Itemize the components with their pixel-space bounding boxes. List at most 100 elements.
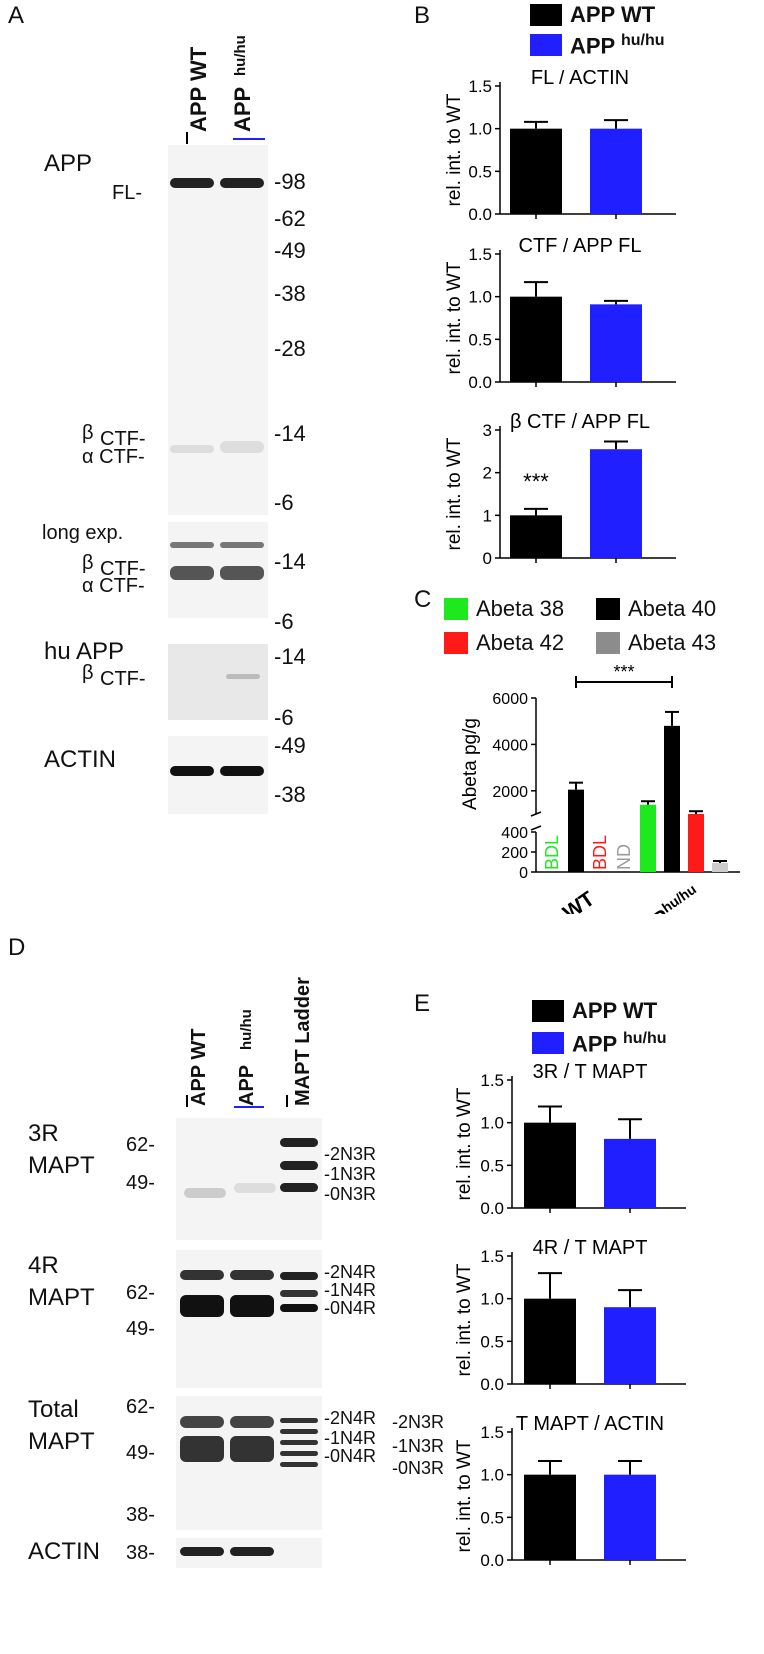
label-ctf-2: CTF-: [100, 558, 146, 580]
isoform-1n4r: -1N4R: [324, 1280, 377, 1300]
y-tick-label: 400: [501, 825, 528, 842]
panel-letter-d: D: [8, 934, 26, 961]
chart-3r-tmapt: 0.0 0.5 1.0 1.5 rel. int. to WT 3R / T MAPT: [454, 1062, 686, 1218]
marker-98: -98: [274, 169, 306, 194]
y-axis-label: Abeta pg/g: [460, 718, 481, 810]
blot-app: [168, 145, 268, 515]
marker-14-c: -14: [274, 644, 306, 669]
band-ctf-wt: [170, 445, 214, 453]
label-beta-2: β: [82, 552, 94, 574]
y-tick-label: 0.5: [468, 162, 492, 181]
label-beta-3: β: [82, 662, 94, 684]
y-tick-label: 0.0: [480, 1375, 504, 1394]
band-0n3r: [280, 1183, 318, 1192]
band-fl-wt: [170, 178, 214, 188]
panel-letter-a: A: [8, 2, 25, 29]
bar-wt: [510, 515, 562, 558]
y-tick-label: 0.5: [480, 1508, 504, 1527]
label-total: Total: [28, 1396, 79, 1423]
lane-label-d-wt: APP WT: [188, 1028, 210, 1106]
y-tick-label: 2: [483, 464, 492, 483]
bar-wt: [524, 1298, 576, 1384]
y-tick-label: 1.5: [468, 77, 492, 96]
legend-label-wt-b: APP WT: [570, 2, 656, 27]
isoform-2n3r: -2N3R: [324, 1144, 377, 1164]
band-4r-wt-top: [180, 1270, 224, 1280]
label-long-exp: long exp.: [42, 522, 124, 544]
marker-d-38-b: 38-: [126, 1542, 155, 1564]
bar-wt: [524, 1474, 576, 1560]
band-3r-wt: [184, 1188, 226, 1198]
marker-38-b: -38: [274, 782, 306, 807]
band-1n3r: [280, 1161, 318, 1170]
y-tick-label: 1.5: [468, 245, 492, 264]
y-tick-label: 0.0: [468, 373, 492, 392]
label-3r-mapt: MAPT: [28, 1152, 95, 1179]
legend-swatch-hu-b: [530, 34, 562, 56]
y-tick-label: 3: [483, 421, 492, 440]
band-long-beta-wt: [170, 542, 214, 548]
legend-label-abeta38: Abeta 38: [476, 596, 565, 621]
isoform-1n3r: -1N3R: [324, 1164, 377, 1184]
y-axis-label: rel. int. to WT: [444, 437, 465, 550]
label-fl: FL-: [112, 182, 142, 204]
y-tick-label: 2000: [492, 784, 528, 801]
bar-hu: [604, 1307, 656, 1384]
blot-total: [176, 1396, 322, 1530]
label-3r: 3R: [28, 1120, 59, 1147]
y-tick-label: 1.5: [480, 1423, 504, 1442]
legend-label-abeta40: Abeta 40: [628, 596, 717, 621]
band-ctf-hu: [220, 441, 264, 453]
band-total-wt-1: [180, 1416, 224, 1428]
isoform-total-2n3r: -2N3R: [392, 1412, 445, 1432]
y-axis-label: rel. int. to WT: [444, 93, 465, 206]
band-total-ladder-4: [280, 1451, 318, 1456]
band-total-wt-2: [180, 1436, 224, 1462]
lane-label-d-ladder: MAPT Ladder: [292, 977, 314, 1106]
legend-label-wt-e: APP WT: [572, 998, 658, 1023]
bar-abeta40-0: [568, 789, 584, 872]
band-total-hu-2: [230, 1436, 274, 1462]
marker-28: -28: [274, 336, 306, 361]
label-actin-d: ACTIN: [28, 1538, 100, 1565]
label-ctf-1: CTF-: [100, 428, 146, 450]
legend-swatch-wt-e: [532, 1000, 564, 1022]
label-app: APP: [44, 150, 93, 177]
y-tick-label: 1.5: [480, 1247, 504, 1266]
chart-title: 3R / T MAPT: [533, 1062, 648, 1083]
band-3r-hu: [234, 1183, 276, 1193]
marker-d-62-a: 62-: [126, 1134, 155, 1156]
y-tick-label: 0.0: [480, 1551, 504, 1570]
chart-4r-tmapt: 0.0 0.5 1.0 1.5 rel. int. to WT 4R / T MAPT: [454, 1238, 686, 1394]
y-tick-label: 1.5: [480, 1071, 504, 1090]
blot-4r: [176, 1250, 322, 1388]
y-tick-label: 1.0: [468, 120, 492, 139]
annotation-bdl-green: BDL: [542, 835, 562, 870]
isoform-total-1n3r: -1N3R: [392, 1436, 445, 1456]
legend-label-hu-e: APP hu/hu: [572, 1030, 667, 1057]
label-4r-mapt: MAPT: [28, 1284, 95, 1311]
significance-label: ***: [613, 664, 634, 682]
band-actin-wt: [170, 766, 214, 776]
y-tick-label: 1.0: [480, 1114, 504, 1133]
marker-d-49-a: 49-: [126, 1172, 155, 1194]
x-tick-label-hu-sup: hu/hu: [659, 881, 699, 914]
label-beta-1: β: [82, 422, 94, 444]
bar-hu: [604, 1138, 656, 1208]
label-total-mapt: MAPT: [28, 1428, 95, 1455]
band-total-ladder-3: [280, 1440, 318, 1445]
bar-abeta40-1: [664, 725, 680, 872]
panel-letter-b: B: [414, 2, 431, 29]
lane-label-d-app: APP: [236, 1064, 258, 1106]
chart-tmapt-actin: 0.0 0.5 1.0 1.5 rel. int. to WT T MAPT / ACTI…: [454, 1414, 686, 1570]
band-actin-hu: [220, 766, 264, 776]
legend-swatch-hu-e: [532, 1032, 564, 1054]
band-actin-d-wt: [180, 1547, 224, 1556]
annotation-bdl-red: BDL: [590, 835, 610, 870]
bar-wt: [524, 1122, 576, 1208]
y-tick-label: 0.0: [480, 1199, 504, 1218]
annotation-nd: ND: [614, 844, 634, 870]
isoform-total-0n3r: -0N3R: [392, 1458, 445, 1478]
